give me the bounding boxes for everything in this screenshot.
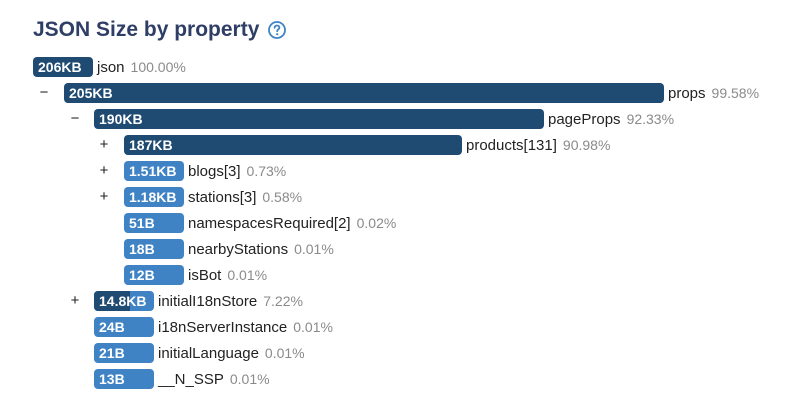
percent-label: 0.01% xyxy=(227,267,268,283)
size-bar: 1.51KB xyxy=(124,161,184,181)
percent-label: 0.01% xyxy=(294,241,334,257)
expand-toggle[interactable]: + xyxy=(70,292,80,309)
tree-row-blogs: 1.51KB blogs[3] 0.73% xyxy=(124,161,286,181)
tree-row-isbot: 12B isBot 0.01% xyxy=(124,265,267,285)
tree-row-pageprops: 190KB pageProps 92.33% xyxy=(94,109,674,129)
property-name: props xyxy=(668,84,706,102)
size-label: 18B xyxy=(129,241,155,257)
property-name: blogs[3] xyxy=(188,162,241,180)
tree-row-props: 205KB props 99.58% xyxy=(64,83,759,103)
page-title: JSON Size by property xyxy=(33,18,287,42)
size-label: 12B xyxy=(129,267,155,283)
percent-label: 0.01% xyxy=(229,371,270,387)
size-bar: 18B xyxy=(124,239,184,259)
size-label: 13B xyxy=(99,371,125,387)
property-name: stations[3] xyxy=(188,188,257,206)
size-bar: 206KB xyxy=(33,57,93,77)
question-circle-icon[interactable] xyxy=(267,20,287,40)
size-label: 187KB xyxy=(129,137,173,153)
size-label: 51B xyxy=(129,215,155,231)
size-bar: 1.18KB xyxy=(124,187,184,207)
size-label: 190KB xyxy=(99,111,143,127)
property-name: nearbyStations xyxy=(188,240,289,258)
percent-label: 0.58% xyxy=(262,189,303,205)
property-name: products[131] xyxy=(466,136,557,154)
size-label: 1.18KB xyxy=(129,189,177,205)
size-bar: 24B xyxy=(94,317,154,337)
property-name: initialLanguage xyxy=(158,344,259,362)
tree-row-i18nserverinstance: 24B i18nServerInstance 0.01% xyxy=(94,317,333,337)
tree-row-n-ssp: 13B __N_SSP 0.01% xyxy=(94,369,270,389)
tree-row-nearbystations: 18B nearbyStations 0.01% xyxy=(124,239,334,259)
expand-toggle[interactable]: + xyxy=(99,162,109,179)
expand-toggle[interactable]: + xyxy=(99,136,109,153)
size-bar: 190KB xyxy=(94,109,544,129)
property-name: pageProps xyxy=(548,110,621,128)
property-name: i18nServerInstance xyxy=(158,318,288,336)
size-bar: 13B xyxy=(94,369,154,389)
tree-row-products: 187KB products[131] 90.98% xyxy=(124,135,610,155)
size-bar: 21B xyxy=(94,343,154,363)
property-name: namespacesRequired[2] xyxy=(188,214,351,232)
size-bar-fill xyxy=(94,291,130,311)
size-label: 205KB xyxy=(69,85,113,101)
size-bar: 51B xyxy=(124,213,184,233)
page-title-text: JSON Size by property xyxy=(33,18,260,41)
size-bar: 12B xyxy=(124,265,184,285)
tree-row-namespacesrequired: 51B namespacesRequired[2] 0.02% xyxy=(124,213,396,233)
tree-row-json: 206KB json 100.00% xyxy=(33,57,186,77)
collapse-toggle[interactable]: − xyxy=(39,84,49,101)
collapse-toggle[interactable]: − xyxy=(70,110,80,127)
size-bar: 14.8KB xyxy=(94,291,154,311)
percent-label: 7.22% xyxy=(263,293,303,309)
percent-label: 90.98% xyxy=(562,137,611,153)
size-bar: 205KB xyxy=(64,83,664,103)
expand-toggle[interactable]: + xyxy=(99,188,109,205)
property-name: initialI18nStore xyxy=(158,292,258,310)
property-name: json xyxy=(97,58,125,76)
percent-label: 0.02% xyxy=(356,215,397,231)
percent-label: 99.58% xyxy=(711,85,760,101)
size-bar: 187KB xyxy=(124,135,462,155)
tree-row-initiali18nstore: 14.8KB initialI18nStore 7.22% xyxy=(94,291,303,311)
percent-label: 0.73% xyxy=(246,163,287,179)
size-label: 14.8KB xyxy=(99,293,147,309)
percent-label: 92.33% xyxy=(626,111,675,127)
property-name: isBot xyxy=(188,266,222,284)
tree-row-initiallanguage: 21B initialLanguage 0.01% xyxy=(94,343,305,363)
size-label: 21B xyxy=(99,345,125,361)
property-name: __N_SSP xyxy=(158,370,224,388)
percent-label: 100.00% xyxy=(130,59,186,75)
size-label: 206KB xyxy=(38,59,82,75)
percent-label: 0.01% xyxy=(264,345,305,361)
percent-label: 0.01% xyxy=(293,319,333,335)
tree-row-stations: 1.18KB stations[3] 0.58% xyxy=(124,187,302,207)
size-label: 1.51KB xyxy=(129,163,177,179)
size-label: 24B xyxy=(99,319,125,335)
